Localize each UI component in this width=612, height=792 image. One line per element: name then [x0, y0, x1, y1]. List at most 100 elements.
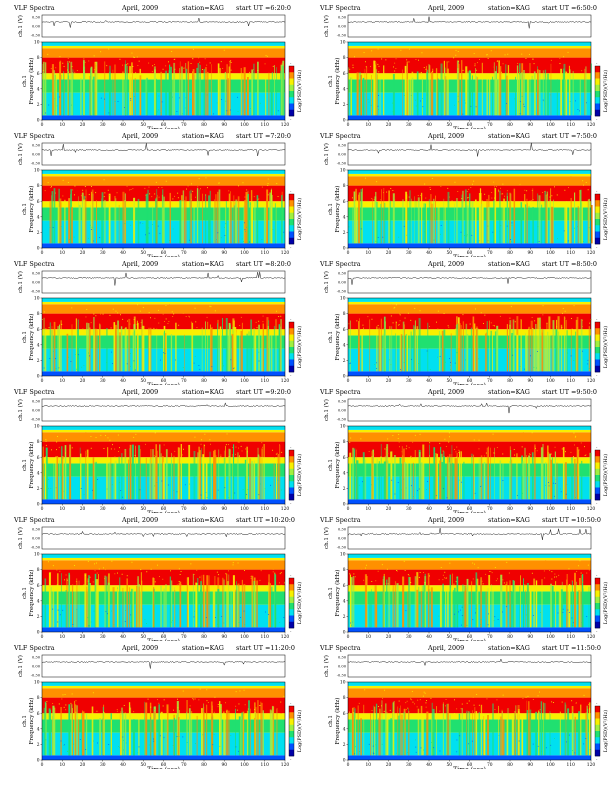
- spectral-speckle: [167, 484, 169, 486]
- spectral-speckle: [103, 567, 104, 569]
- spectral-speckle: [449, 365, 451, 366]
- spectral-streak: [570, 328, 572, 372]
- x-tick-label: 80: [201, 507, 207, 512]
- spectral-speckle: [47, 457, 49, 458]
- spectral-speckle: [105, 611, 107, 612]
- spectral-streak: [390, 451, 393, 500]
- spectral-speckle: [228, 456, 230, 457]
- spectral-streak: [500, 574, 503, 628]
- spectral-band: [42, 329, 285, 336]
- spectral-speckle: [531, 432, 533, 434]
- y-tick-label: 8: [343, 184, 346, 189]
- spectral-speckle: [161, 187, 163, 188]
- spectral-streak: [535, 324, 537, 372]
- spectral-streak: [164, 718, 166, 756]
- spectral-streak: [240, 68, 242, 116]
- spectral-streak: [232, 454, 233, 500]
- spectral-speckle: [381, 705, 382, 707]
- spectral-speckle: [392, 322, 394, 324]
- spectral-streak: [444, 67, 446, 116]
- spectrogram-chart: VLF Spectra April, 2009 station=KAG start U…: [13, 132, 303, 257]
- y-tick-label: 8: [343, 440, 346, 445]
- x-axis-label: Time (sec): [147, 383, 180, 386]
- spectral-streak: [192, 71, 193, 116]
- x-tick-label: 120: [281, 251, 290, 256]
- x-tick-label: 30: [100, 379, 106, 384]
- spectral-streak: [355, 449, 357, 500]
- spectral-speckle: [258, 360, 260, 362]
- y-tick-label: 10: [34, 553, 40, 558]
- spectral-speckle: [132, 188, 134, 190]
- spectral-speckle: [176, 111, 178, 112]
- spectral-streak: [150, 717, 151, 756]
- spectral-speckle: [383, 192, 384, 194]
- spectral-streak: [210, 701, 213, 756]
- spectral-streak: [59, 460, 61, 500]
- spectral-streak: [181, 66, 183, 116]
- spectral-streak: [68, 198, 71, 244]
- spectral-streak: [430, 587, 433, 628]
- x-tick-label: 90: [527, 251, 533, 256]
- spectral-streak: [250, 319, 252, 372]
- spectral-speckle: [173, 313, 175, 315]
- spectral-streak: [228, 193, 230, 244]
- spectrogram-panel: VLF Spectra April, 2009 station=KAG start U…: [306, 640, 612, 769]
- spectral-speckle: [370, 66, 371, 67]
- spectral-speckle: [158, 196, 160, 198]
- spectral-speckle: [525, 614, 527, 616]
- spectral-speckle: [193, 362, 195, 364]
- spectral-speckle: [381, 58, 383, 60]
- spectral-streak: [145, 702, 148, 756]
- spectral-streak: [187, 577, 189, 628]
- spectral-streak: [68, 704, 71, 756]
- spectral-streak: [274, 65, 275, 116]
- spectral-speckle: [87, 560, 89, 562]
- x-tick-label: 30: [406, 251, 412, 256]
- colorbar-frame: [288, 65, 295, 117]
- x-tick-label: 10: [365, 635, 371, 640]
- colorbar-segment: [289, 194, 294, 201]
- spectral-streak: [425, 207, 427, 244]
- spectral-speckle: [487, 58, 489, 59]
- colorbar-frame: [594, 65, 601, 117]
- spectral-streak: [435, 195, 436, 244]
- spectral-streak: [442, 703, 444, 756]
- spectral-streak: [457, 68, 459, 116]
- spectral-streak: [456, 576, 459, 628]
- spectral-speckle: [474, 63, 476, 65]
- spectral-speckle: [417, 585, 418, 587]
- spectral-speckle: [235, 746, 237, 748]
- spectral-speckle: [487, 624, 489, 626]
- spectral-speckle: [280, 584, 282, 586]
- spectral-speckle: [580, 442, 582, 444]
- spectral-speckle: [553, 702, 554, 703]
- spectral-streak: [542, 70, 544, 116]
- spectral-speckle: [573, 456, 574, 457]
- spectral-speckle: [281, 182, 282, 183]
- spectral-speckle: [151, 196, 153, 198]
- spectral-streak: [571, 457, 573, 500]
- colorbar-segment: [595, 225, 600, 232]
- spectral-speckle: [448, 432, 450, 434]
- spectral-speckle: [226, 110, 228, 112]
- waveform-tick-label: -0.30: [337, 290, 347, 294]
- spectral-speckle: [371, 318, 373, 320]
- spectral-streak: [210, 328, 212, 372]
- spectral-speckle: [442, 574, 444, 576]
- spectral-streak: [516, 453, 518, 500]
- spectral-speckle: [552, 183, 553, 185]
- spectral-speckle: [137, 752, 139, 754]
- spectral-streak: [542, 444, 544, 500]
- spectral-speckle: [511, 225, 513, 227]
- x-tick-label: 50: [446, 635, 452, 640]
- spectral-streak: [498, 705, 499, 756]
- spectral-speckle: [548, 482, 549, 483]
- spectral-streak: [171, 452, 172, 500]
- spectral-speckle: [124, 621, 126, 622]
- spectral-streak: [429, 65, 431, 116]
- spectral-speckle: [51, 185, 52, 187]
- x-tick-label: 40: [120, 123, 126, 128]
- spectral-speckle: [433, 747, 434, 749]
- colorbar-segment: [595, 749, 600, 757]
- spectral-speckle: [162, 578, 164, 580]
